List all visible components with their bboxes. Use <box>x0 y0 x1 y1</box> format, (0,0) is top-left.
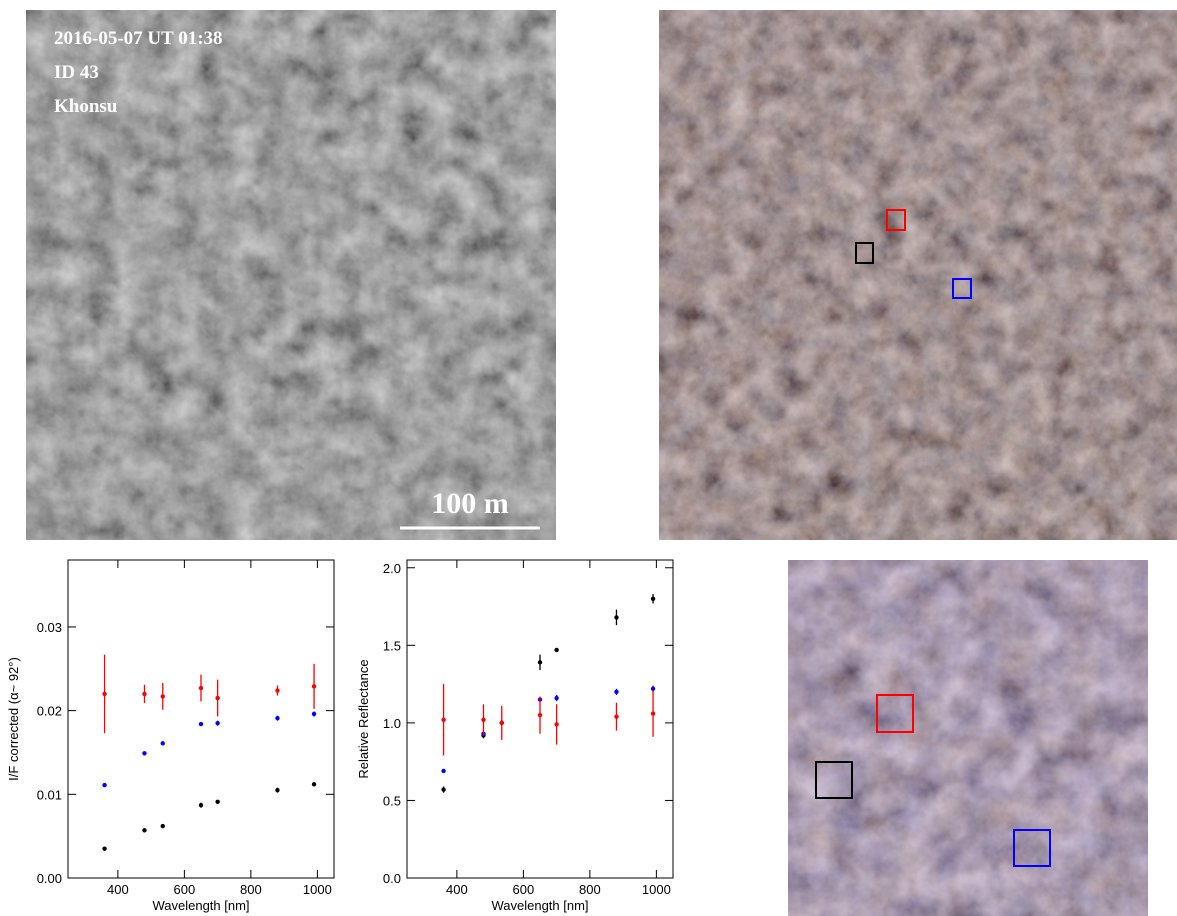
zoom-image <box>788 560 1148 916</box>
data-point <box>102 847 106 851</box>
y-tick-label: 2.0 <box>383 561 401 576</box>
data-point <box>312 782 316 786</box>
data-point <box>275 688 279 692</box>
data-point <box>161 824 165 828</box>
y-axis-label: I/F corrected (α~ 92°) <box>6 657 21 781</box>
data-point <box>312 684 316 688</box>
x-tick-label: 1000 <box>303 882 332 897</box>
x-tick-label: 400 <box>446 882 468 897</box>
data-point <box>441 718 445 722</box>
data-point <box>651 711 655 715</box>
y-tick-label: 0.01 <box>37 787 62 802</box>
y-tick-label: 1.5 <box>383 638 401 653</box>
data-point <box>215 721 219 725</box>
data-point <box>614 615 618 619</box>
image-date: 2016-05-07 UT 01:38 <box>54 28 223 49</box>
data-point <box>554 722 558 726</box>
data-point <box>441 787 445 791</box>
data-point <box>142 828 146 832</box>
y-tick-label: 1.0 <box>383 716 401 731</box>
data-point <box>161 741 165 745</box>
x-tick-label: 400 <box>107 882 129 897</box>
image-id: ID 43 <box>54 62 99 83</box>
data-point <box>142 692 146 696</box>
data-point <box>554 648 558 652</box>
x-tick-label: 600 <box>174 882 196 897</box>
data-point <box>161 694 165 698</box>
x-tick-label: 800 <box>240 882 262 897</box>
data-point <box>651 687 655 691</box>
data-point <box>215 696 219 700</box>
data-point <box>441 769 445 773</box>
data-point <box>614 690 618 694</box>
x-axis-label: Wavelength [nm] <box>152 898 249 913</box>
charts: 400 600 800 1000 0.00 0.01 0.02 0.03 Wavelength … <box>6 560 673 913</box>
x-tick-label: 600 <box>513 882 535 897</box>
data-point <box>275 716 279 720</box>
y-tick-label: 0.5 <box>383 793 401 808</box>
data-point <box>614 714 618 718</box>
data-point <box>500 721 504 725</box>
data-point <box>538 660 542 664</box>
data-point <box>199 722 203 726</box>
scale-label: 100 m <box>431 487 509 520</box>
data-point <box>651 597 655 601</box>
data-point <box>538 713 542 717</box>
data-point <box>215 800 219 804</box>
data-point <box>142 751 146 755</box>
data-point <box>102 692 106 696</box>
data-point <box>199 686 203 690</box>
x-axis-label: Wavelength [nm] <box>491 898 588 913</box>
grayscale-image: 2016-05-07 UT 01:38 ID 43 Khonsu 100 m <box>26 10 556 540</box>
y-tick-label: 0.00 <box>37 871 62 886</box>
data-point <box>275 788 279 792</box>
x-tick-label: 800 <box>579 882 601 897</box>
data-point <box>481 718 485 722</box>
y-tick-label: 0.03 <box>37 620 62 635</box>
color-image <box>659 10 1177 540</box>
y-axis-label: Relative Reflectance <box>356 659 371 778</box>
data-point <box>102 783 106 787</box>
figure: 2016-05-07 UT 01:38 ID 43 Khonsu 100 m 4… <box>0 0 1177 916</box>
y-tick-label: 0.0 <box>383 871 401 886</box>
image-region: Khonsu <box>54 96 118 117</box>
data-point <box>554 696 558 700</box>
plot-frame <box>68 560 334 878</box>
data-point <box>199 803 203 807</box>
x-tick-label: 1000 <box>642 882 671 897</box>
data-point <box>312 712 316 716</box>
y-tick-label: 0.02 <box>37 704 62 719</box>
